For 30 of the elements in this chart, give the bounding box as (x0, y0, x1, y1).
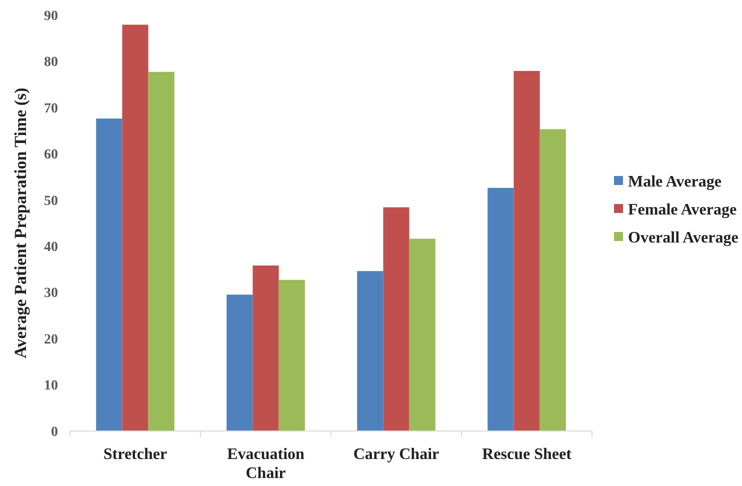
x-tick-label: Rescue Sheet (482, 446, 572, 463)
bar (148, 72, 174, 431)
y-tick-label: 80 (44, 55, 58, 70)
bar (514, 70, 540, 431)
x-tick-label: Carry Chair (353, 446, 440, 463)
x-tick-label: Stretcher (103, 446, 168, 463)
bar (383, 207, 410, 431)
y-tick-label: 40 (44, 240, 58, 256)
y-tick-label: 0 (51, 424, 58, 440)
legend-label: Overall Average (628, 230, 738, 247)
bar (409, 238, 436, 431)
bar (252, 266, 279, 431)
bar (357, 271, 384, 431)
y-axis-title: Average Patient Preparation Time (s) (11, 88, 30, 358)
bar (96, 118, 122, 431)
bar (226, 294, 253, 431)
bar (488, 188, 514, 431)
y-tick-label: 50 (44, 194, 58, 209)
x-tick-label: Evacuation Chair (227, 446, 305, 482)
y-tick-label: 20 (44, 332, 58, 348)
bar (540, 129, 566, 431)
y-tick-label: 30 (44, 286, 58, 302)
y-tick-label: 10 (44, 378, 58, 394)
legend-label: Male Average (628, 174, 722, 191)
bar (122, 24, 148, 431)
legend-label: Female Average (628, 202, 737, 219)
y-tick-label: 60 (44, 148, 58, 163)
y-tick-label: 90 (44, 8, 58, 24)
bar (278, 280, 305, 431)
y-tick-label: 70 (44, 101, 58, 116)
